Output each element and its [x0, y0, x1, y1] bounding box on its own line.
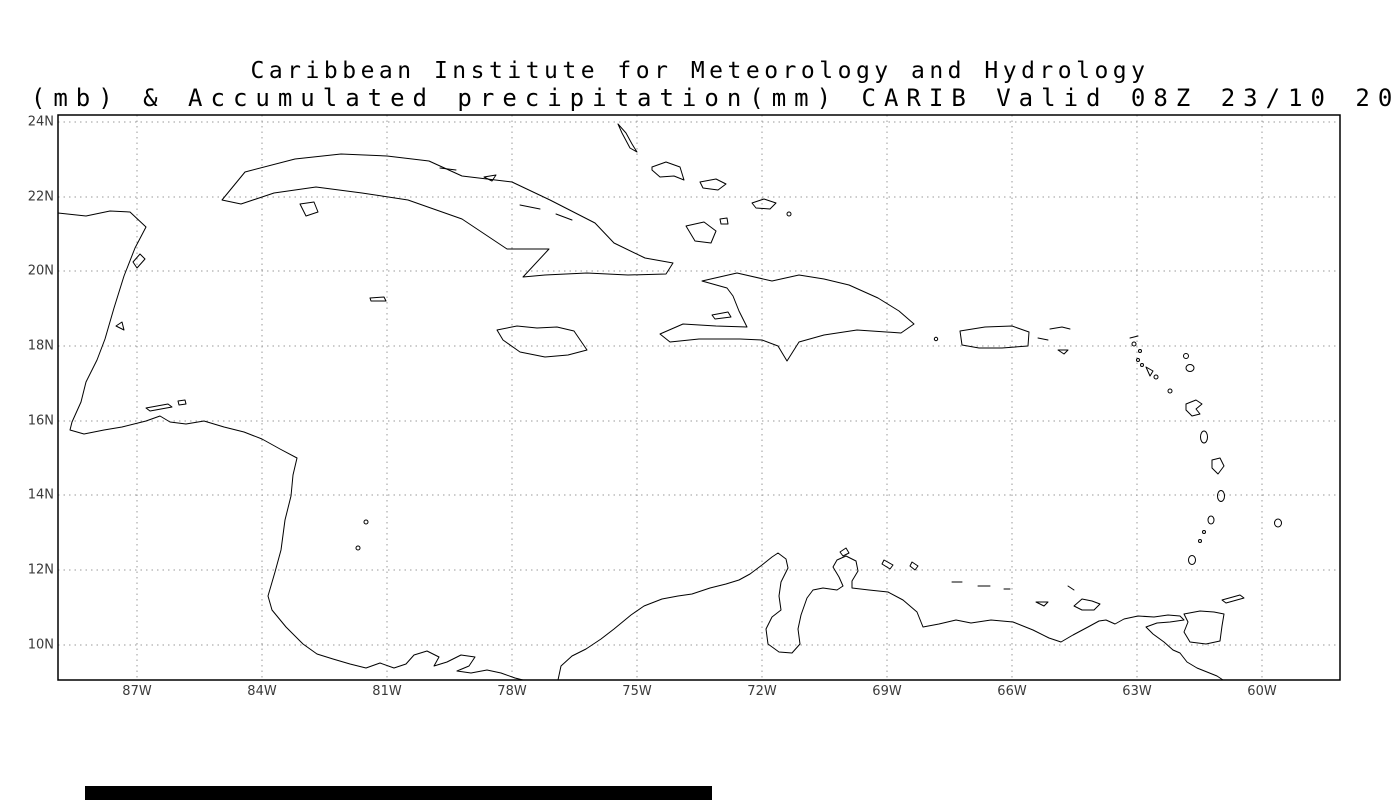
bay-islands: [145, 399, 187, 412]
lon-label-81w: 81W: [372, 684, 402, 699]
lat-label-10n: 10N: [27, 637, 54, 653]
lon-label-87w: 87W: [122, 684, 152, 699]
bottom-black-bar: [85, 786, 712, 800]
chart-title-line1: Caribbean Institute for Meteorology and …: [250, 58, 1150, 84]
lon-label-69w: 69W: [872, 684, 902, 699]
isla-juventud-coast: [299, 201, 319, 217]
trinidad-coast: [1183, 610, 1225, 645]
hispaniola-coast: [659, 272, 915, 362]
lon-label-84w: 84W: [247, 684, 277, 699]
lesser-antilles-islands: [1049, 326, 1282, 565]
chinchorro-bank: [115, 321, 125, 331]
cuba-keys: [439, 167, 573, 221]
lon-label-63w: 63W: [1122, 684, 1152, 699]
lat-label-20n: 20N: [27, 263, 54, 279]
lon-label-66w: 66W: [997, 684, 1027, 699]
cayman-islands: [369, 296, 387, 302]
coastlines: [57, 123, 1282, 681]
venezuelan-islands: [839, 547, 1101, 611]
lon-label-72w: 72W: [747, 684, 777, 699]
map-frame: [57, 114, 1341, 681]
bahamas-islands: [483, 123, 792, 244]
providencia-island: [363, 519, 369, 525]
cuba-coast: [221, 153, 674, 278]
vieques-island: [1037, 337, 1049, 341]
lat-label-14n: 14N: [27, 487, 54, 503]
chart-title-line2: P (mb) & Accumulated precipitation(mm) C…: [0, 84, 1400, 112]
cozumel-island: [132, 253, 146, 269]
grid-lines: [58, 115, 1340, 680]
tobago-coast: [1221, 594, 1245, 604]
lat-label-16n: 16N: [27, 413, 54, 429]
lon-label-60w: 60W: [1247, 684, 1277, 699]
mona-island: [933, 336, 939, 342]
gonave-island: [711, 311, 732, 320]
lat-label-12n: 12N: [27, 562, 54, 578]
lat-label-18n: 18N: [27, 338, 54, 354]
central-america-coast: [57, 210, 524, 681]
san-andres-island: [355, 545, 361, 551]
lat-label-24n: 24N: [27, 114, 54, 130]
lat-label-22n: 22N: [27, 189, 54, 205]
lon-label-78w: 78W: [497, 684, 527, 699]
lon-label-75w: 75W: [622, 684, 652, 699]
south-america-coast: [557, 552, 1224, 681]
jamaica-coast: [496, 325, 588, 358]
puerto-rico-coast: [959, 325, 1030, 349]
